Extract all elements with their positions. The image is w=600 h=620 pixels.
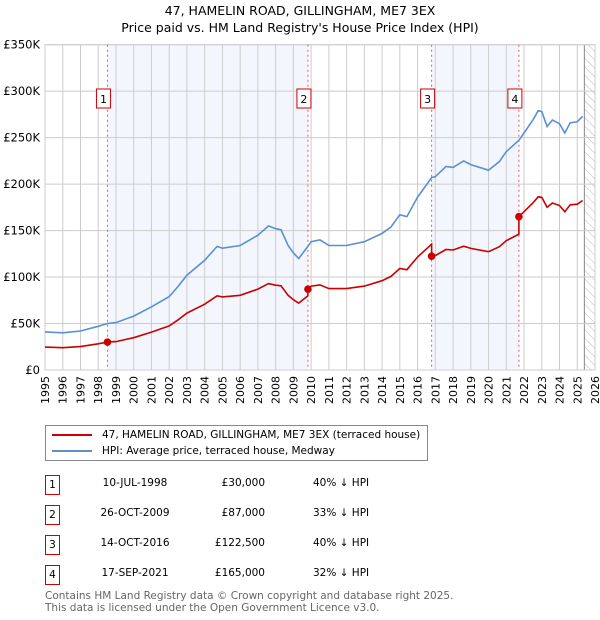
x-tick-label: 2003 xyxy=(181,376,194,404)
x-tick-label: 1997 xyxy=(74,376,87,404)
sale-point xyxy=(427,252,436,260)
sale-date: 17-SEP-2021 xyxy=(101,567,169,579)
legend-swatch-red xyxy=(52,434,92,436)
sale-hpi-diff: 32% ↓ HPI xyxy=(313,567,370,579)
x-tick-label: 2010 xyxy=(305,376,318,404)
x-tick-label: 1995 xyxy=(39,376,52,404)
x-tick-label: 2020 xyxy=(483,376,496,404)
sale-hpi-diff: 40% ↓ HPI xyxy=(313,537,370,549)
y-tick-label: £150K xyxy=(3,224,40,238)
sale-row: 4 17-SEP-2021 £165,000 32% ↓ HPI xyxy=(45,565,465,585)
x-tick-label: 2005 xyxy=(216,376,229,404)
y-tick-label: £50K xyxy=(11,317,41,331)
chart-title: 47, HAMELIN ROAD, GILLINGHAM, ME7 3EX xyxy=(164,3,436,18)
sale-number-badge: 4 xyxy=(45,565,60,585)
x-tick-label: 2026 xyxy=(589,376,600,404)
sale-date: 14-OCT-2016 xyxy=(100,537,170,549)
x-tick-label: 2018 xyxy=(447,376,460,404)
sale-hpi-diff: 40% ↓ HPI xyxy=(313,477,370,489)
sale-label-box xyxy=(507,88,523,109)
x-tick-label: 1998 xyxy=(92,376,105,404)
sale-label-number: 3 xyxy=(424,93,431,106)
sale-label-box xyxy=(420,88,436,109)
plot-border xyxy=(44,44,596,371)
x-tick-label: 2000 xyxy=(128,376,141,404)
chart-subtitle: Price paid vs. HM Land Registry's House … xyxy=(121,20,479,35)
sale-label-number: 2 xyxy=(300,93,307,106)
legend: 47, HAMELIN ROAD, GILLINGHAM, ME7 3EX (t… xyxy=(45,425,428,461)
sale-label-box xyxy=(296,88,312,109)
x-tick-label: 1996 xyxy=(57,376,70,404)
x-tick-label: 2025 xyxy=(571,376,584,404)
sale-hpi-diff: 33% ↓ HPI xyxy=(313,507,370,519)
sale-number-badge: 2 xyxy=(45,505,60,525)
sale-number-badge: 3 xyxy=(45,535,60,555)
x-tick-label: 2019 xyxy=(465,376,478,404)
footer-licence: This data is licensed under the Open Gov… xyxy=(45,602,380,614)
ownership-band-2 xyxy=(431,44,519,370)
sale-price: £165,000 xyxy=(214,567,265,579)
x-tick-label: 2012 xyxy=(341,376,354,404)
y-tick-label: £350K xyxy=(3,38,40,52)
hpi-line xyxy=(44,109,584,334)
x-tick-label: 2004 xyxy=(199,376,212,404)
x-tick-label: 2024 xyxy=(554,376,567,404)
legend-item-hpi: HPI: Average price, terraced house, Medw… xyxy=(52,443,335,459)
x-tick-label: 2007 xyxy=(252,376,265,404)
x-tick-label: 2002 xyxy=(163,376,176,404)
x-tick-label: 2016 xyxy=(412,376,425,404)
sale-price: £122,500 xyxy=(214,537,265,549)
sale-label-box xyxy=(95,88,111,109)
x-tick-label: 2009 xyxy=(287,376,300,404)
x-tick-label: 2001 xyxy=(145,376,158,404)
sale-label-number: 4 xyxy=(511,93,518,106)
x-tick-label: 1999 xyxy=(110,376,123,404)
sale-row: 2 26-OCT-2009 £87,000 33% ↓ HPI xyxy=(45,505,465,525)
legend-label: HPI: Average price, terraced house, Medw… xyxy=(102,445,335,457)
sale-date: 26-OCT-2009 xyxy=(100,507,170,519)
legend-label: 47, HAMELIN ROAD, GILLINGHAM, ME7 3EX (t… xyxy=(102,429,421,441)
price-paid-line xyxy=(44,195,584,349)
y-tick-label: £200K xyxy=(3,177,40,191)
x-tick-label: 2015 xyxy=(394,376,407,404)
x-tick-label: 2014 xyxy=(376,376,389,404)
x-tick-label: 2023 xyxy=(536,376,549,404)
sale-row: 1 10-JUL-1998 £30,000 40% ↓ HPI xyxy=(45,475,465,495)
footer-copyright: Contains HM Land Registry data © Crown c… xyxy=(45,590,454,602)
x-tick-label: 2022 xyxy=(518,376,531,404)
x-tick-label: 2011 xyxy=(323,376,336,404)
x-tick-label: 2008 xyxy=(270,376,283,404)
y-tick-label: £300K xyxy=(3,84,40,98)
sale-point xyxy=(103,338,112,346)
y-tick-label: £100K xyxy=(3,270,40,284)
legend-item-price-paid: 47, HAMELIN ROAD, GILLINGHAM, ME7 3EX (t… xyxy=(52,427,420,443)
x-tick-label: 2006 xyxy=(234,376,247,404)
legend-swatch-blue xyxy=(52,450,92,452)
sale-date: 10-JUL-1998 xyxy=(102,477,168,489)
sale-label-number: 1 xyxy=(100,93,107,106)
y-tick-label: £0 xyxy=(25,363,40,377)
sale-price: £30,000 xyxy=(221,477,265,489)
x-tick-label: 2013 xyxy=(358,376,371,404)
sale-point xyxy=(304,285,312,293)
x-tick-label: 2017 xyxy=(429,376,442,404)
forecast-hatch xyxy=(584,44,595,370)
x-tick-label: 2021 xyxy=(500,376,513,404)
sale-price: £87,000 xyxy=(221,507,265,519)
sale-point xyxy=(515,212,523,221)
sale-row: 3 14-OCT-2016 £122,500 40% ↓ HPI xyxy=(45,535,465,555)
sale-number-badge: 1 xyxy=(45,475,60,495)
chart-plot: 1995 1996 1997 1998 1999 2000 2001 2002 2003 2004… xyxy=(3,38,600,404)
ownership-band-1 xyxy=(107,44,308,370)
y-tick-label: £250K xyxy=(3,131,40,145)
